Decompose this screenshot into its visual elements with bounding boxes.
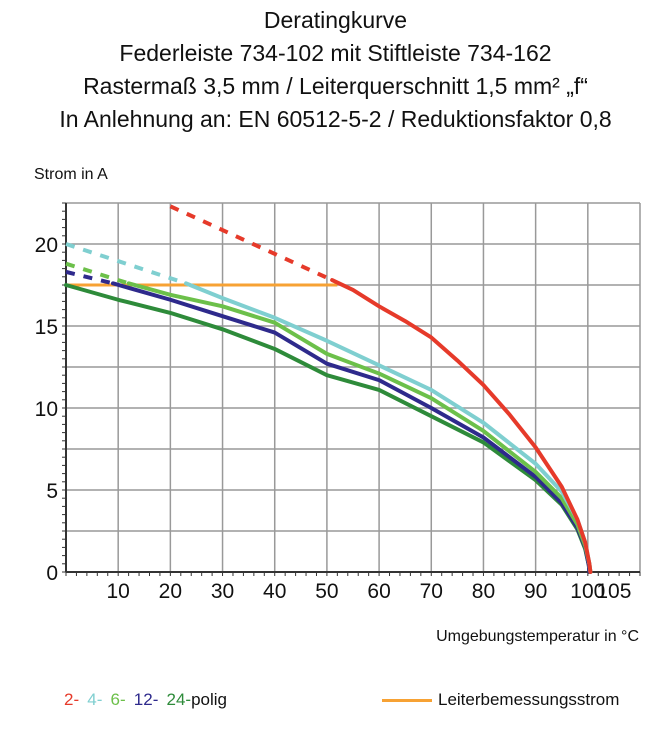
series-4-extrapolated-line (65, 242, 187, 286)
reference-legend-label: Leiterbemessungsstrom (438, 690, 620, 709)
x-tick-label: 30 (211, 580, 234, 603)
y-tick-label: 20 (35, 234, 58, 257)
x-tick-label: 80 (472, 580, 495, 603)
y-tick-label: 15 (35, 316, 58, 339)
chart-title: Deratingkurve Federleiste 734-102 mit St… (0, 4, 671, 136)
x-tick-label: 90 (524, 580, 547, 603)
series-6-extrapolated-line (65, 261, 130, 286)
y-tick-label: 5 (46, 480, 58, 503)
x-tick-label: 10 (107, 580, 130, 603)
title-line-1: Deratingkurve (263, 7, 408, 33)
x-tick-label: 20 (159, 580, 182, 603)
x-tick-label: 100 (570, 580, 605, 603)
legend-suffix: polig (191, 690, 228, 709)
x-tick-label: 60 (367, 580, 390, 603)
series-2-extrapolated-line (169, 204, 333, 282)
x-tick-label: 70 (420, 580, 443, 603)
x-tick-label: 105 (596, 580, 631, 603)
reference-legend: Leiterbemessungsstrom (382, 690, 619, 710)
title-line-2: Federleiste 734-102 mit Stiftleiste 734-… (119, 40, 552, 66)
y-axis-label: Strom in A (34, 166, 108, 183)
legend-4-polig: 4- (87, 690, 103, 709)
x-tick-label: 50 (315, 580, 338, 603)
legend-2-polig: 2- (64, 690, 80, 709)
title-line-3: Rastermaß 3,5 mm / Leiterquerschnitt 1,5… (83, 73, 588, 99)
legend-6-polig: 6- (110, 690, 126, 709)
x-axis-label: Umgebungstemperatur in °C (436, 628, 639, 645)
legend-24-polig: 24- (166, 690, 192, 709)
x-tick-label: 40 (263, 580, 286, 603)
y-tick-label: 0 (46, 562, 58, 585)
legend-12-polig: 12- (133, 690, 159, 709)
series-12-extrapolated-line (65, 269, 114, 286)
series-2-line (330, 278, 593, 574)
title-line-4: In Anlehnung an: EN 60512-5-2 / Reduktio… (59, 106, 612, 132)
series-legend: 2- 4- 6- 12- 24-polig (64, 690, 227, 710)
series-24-line (64, 283, 592, 574)
reference-swatch (382, 698, 432, 702)
y-tick-label: 10 (35, 398, 58, 421)
